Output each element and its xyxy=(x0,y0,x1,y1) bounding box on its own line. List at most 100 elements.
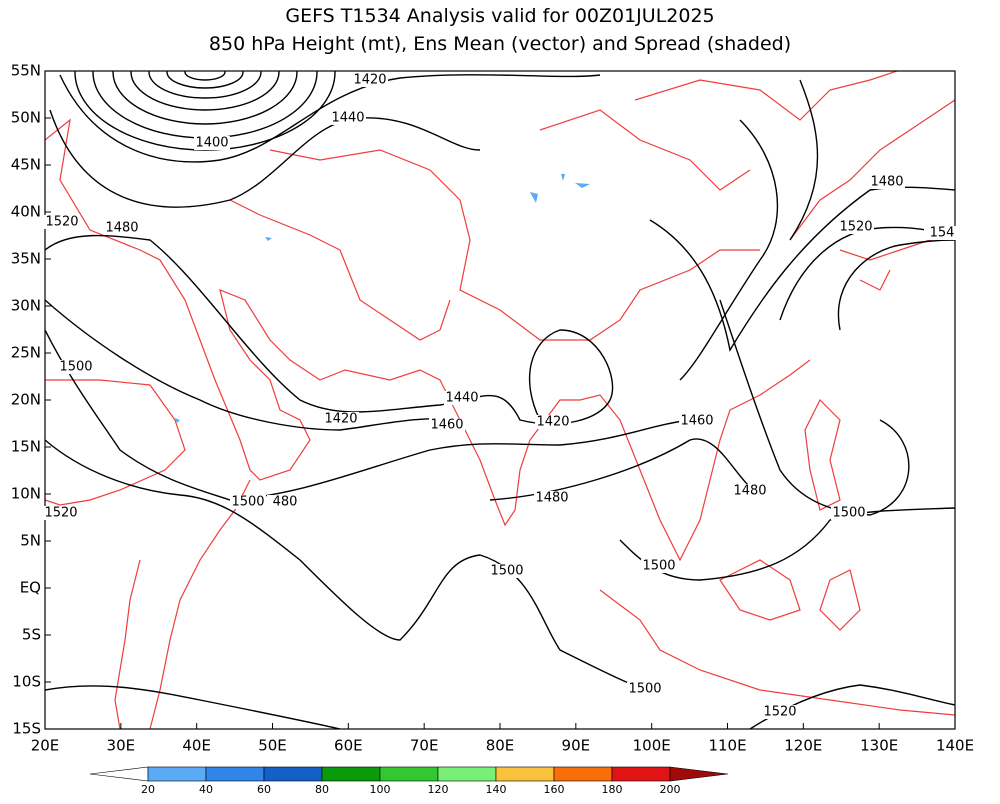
contour-label: 1500 xyxy=(230,495,266,510)
contour-label: 1520 xyxy=(762,705,798,720)
contour-label-text: 1520 xyxy=(44,506,77,521)
y-tick-label: 50N xyxy=(11,109,41,127)
contour-label-text: 1460 xyxy=(680,414,713,429)
y-tick-label: 10S xyxy=(12,673,41,691)
colorbar-label: 80 xyxy=(315,783,329,796)
map-area xyxy=(45,71,955,729)
contour-label-bg xyxy=(43,506,79,520)
coastlines xyxy=(45,71,955,729)
contour-label-text: 1500 xyxy=(490,564,523,579)
contour-label-bg xyxy=(444,391,480,405)
colorbar-segment xyxy=(147,766,207,782)
colorbar-label: 160 xyxy=(544,783,565,796)
contour-label-text: 1520 xyxy=(45,215,78,230)
contour-label: 1480 xyxy=(732,484,768,499)
x-tick-label: 110E xyxy=(708,737,746,755)
contour-label-text: 1480 xyxy=(535,491,568,506)
contour-label-text: 1420 xyxy=(324,412,357,427)
contour-label: 1440 xyxy=(330,111,366,126)
contour-label-bg xyxy=(267,495,303,509)
contour-label-bg xyxy=(869,175,905,189)
contour-label-bg xyxy=(104,221,140,235)
y-tick-label: 35N xyxy=(11,250,41,268)
contour-label-text: 1480 xyxy=(870,175,903,190)
x-tick-label: 20E xyxy=(31,737,60,755)
y-tick-label: 5S xyxy=(22,626,41,644)
x-tick-label: 120E xyxy=(784,737,822,755)
contour-label: 1420 xyxy=(352,73,388,88)
contour-label-bg xyxy=(732,484,768,498)
contour-label: 1460 xyxy=(679,414,715,429)
contour-label: 154 xyxy=(924,226,960,241)
x-tick-label: 90E xyxy=(562,737,591,755)
y-tick-label: 30N xyxy=(11,297,41,315)
contour-label-text: 1420 xyxy=(353,73,386,88)
contour-label: 1500 xyxy=(489,564,525,579)
colorbar-segment xyxy=(263,766,323,782)
spread-shading xyxy=(175,174,590,423)
contour-label-bg xyxy=(641,559,677,573)
y-tick-label: 40N xyxy=(11,203,41,221)
contour-label-bg xyxy=(323,412,359,426)
x-tick-label: 140E xyxy=(936,737,974,755)
contour-label-bg xyxy=(831,506,867,520)
contour-label-bg xyxy=(44,215,80,229)
contour-label: 1520 xyxy=(44,215,80,230)
colorbar-label: 40 xyxy=(199,783,213,796)
contour-label: 1520 xyxy=(43,506,79,521)
contour-label-text: 1460 xyxy=(430,418,463,433)
colorbar-low xyxy=(89,766,149,782)
colorbar-segment xyxy=(205,766,265,782)
colorbar-segment xyxy=(437,766,497,782)
contour-label-bg xyxy=(194,136,230,150)
contour-label: 480 xyxy=(267,495,303,510)
y-tick-label: 45N xyxy=(11,156,41,174)
contour-label-bg xyxy=(489,564,525,578)
colorbar-label: 120 xyxy=(428,783,449,796)
contour-label: 1420 xyxy=(323,412,359,427)
contour-label-text: 154 xyxy=(930,226,955,241)
contour-label: 1520 xyxy=(838,220,874,235)
contour-label: 1480 xyxy=(104,221,140,236)
contour-label: 1440 xyxy=(444,391,480,406)
colorbar-label: 100 xyxy=(370,783,391,796)
colorbar-segment xyxy=(553,766,613,782)
contour-label-text: 1500 xyxy=(832,506,865,521)
contour-label-bg xyxy=(838,220,874,234)
contour-label-text: 1500 xyxy=(642,559,675,574)
contour-label-bg xyxy=(762,705,798,719)
contour-label-text: 1400 xyxy=(195,136,228,151)
contour-label-text: 1500 xyxy=(59,360,92,375)
colorbar-segment xyxy=(495,766,555,782)
plot-frame xyxy=(44,70,956,730)
y-tick-label: 15S xyxy=(12,720,41,738)
y-tick-label: EQ xyxy=(20,579,41,597)
contour-label-text: 480 xyxy=(273,495,298,510)
contour-label-text: 1420 xyxy=(536,415,569,430)
contour-label-bg xyxy=(679,414,715,428)
contour-label-bg xyxy=(230,495,266,509)
contour-label: 1500 xyxy=(831,506,867,521)
y-tick-label: 15N xyxy=(11,438,41,456)
colorbar-label: 20 xyxy=(141,783,155,796)
colorbar-label: 140 xyxy=(486,783,507,796)
colorbar-segment xyxy=(611,766,671,782)
colorbar-label: 180 xyxy=(602,783,623,796)
colorbar-label: 200 xyxy=(660,783,681,796)
subtitle: 850 hPa Height (mt), Ens Mean (vector) a… xyxy=(209,33,791,55)
colorbar-segment xyxy=(321,766,381,782)
contour-label: 1500 xyxy=(627,682,663,697)
contour-label-bg xyxy=(924,226,960,240)
contour-label-text: 1500 xyxy=(628,682,661,697)
y-tick-label: 55N xyxy=(11,62,41,80)
contour-label-bg xyxy=(534,491,570,505)
contour-label: 1480 xyxy=(869,175,905,190)
colorbar-label: 60 xyxy=(257,783,271,796)
contour-label-text: 1440 xyxy=(331,111,364,126)
contour-label: 1420 xyxy=(535,415,571,430)
contour-label-bg xyxy=(627,682,663,696)
contour-label-bg xyxy=(58,360,94,374)
contour-label-bg xyxy=(535,415,571,429)
x-tick-label: 30E xyxy=(107,737,136,755)
